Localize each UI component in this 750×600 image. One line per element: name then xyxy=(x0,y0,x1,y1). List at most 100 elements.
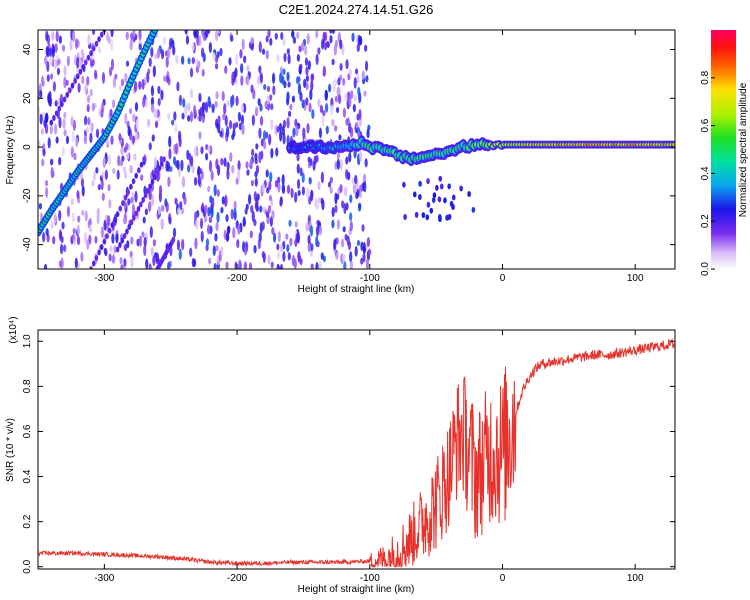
noise-cell xyxy=(125,142,129,151)
noise-cell xyxy=(108,199,112,209)
tail-cell xyxy=(437,196,442,203)
noise-cell xyxy=(267,30,271,38)
noise-cell xyxy=(277,231,281,243)
noise-cell xyxy=(181,238,185,251)
noise-cell xyxy=(348,122,352,134)
noise-cell xyxy=(91,58,95,67)
noise-cell xyxy=(105,31,110,42)
noise-cell xyxy=(104,248,108,257)
noise-cell xyxy=(289,237,293,247)
noise-cell xyxy=(225,214,229,223)
noise-cell xyxy=(223,157,227,167)
noise-cell xyxy=(110,58,115,71)
noise-cell xyxy=(259,205,263,213)
noise-cell xyxy=(336,158,340,170)
noise-cell xyxy=(43,263,48,269)
tail-cell xyxy=(421,212,426,219)
noise-cell xyxy=(200,230,204,243)
noise-cell xyxy=(258,41,262,53)
x-tick-label: 0 xyxy=(500,273,506,284)
y-tick-label: 0.4 xyxy=(22,469,33,483)
faint-line-cell xyxy=(125,228,129,235)
noise-cell xyxy=(172,227,177,238)
noise-cell xyxy=(337,94,342,105)
noise-cell xyxy=(357,203,362,212)
noise-cell xyxy=(268,181,272,191)
noise-cell xyxy=(217,122,221,134)
faint-line-cell xyxy=(97,36,101,43)
noise-cell xyxy=(198,131,202,140)
x-tick-label: -100 xyxy=(360,573,380,584)
noise-cell xyxy=(157,206,162,216)
noise-cell xyxy=(305,222,309,232)
noise-cell xyxy=(150,85,155,97)
noise-cell xyxy=(159,155,163,163)
noise-cell xyxy=(234,67,238,78)
noise-cell xyxy=(299,167,303,177)
noise-cell xyxy=(164,198,168,208)
noise-cell xyxy=(228,57,232,66)
noise-cell xyxy=(342,77,346,86)
noise-cell xyxy=(148,200,152,213)
noise-cell xyxy=(332,79,336,92)
noise-cell xyxy=(226,168,230,180)
noise-cell xyxy=(41,75,45,87)
noise-cell xyxy=(228,119,233,130)
noise-cell xyxy=(189,247,193,258)
noise-cell xyxy=(124,112,128,125)
noise-cell xyxy=(207,206,211,217)
noise-cell xyxy=(178,136,182,148)
noise-cell xyxy=(195,30,199,38)
noise-cell xyxy=(331,30,336,34)
faint-line-cell xyxy=(148,183,152,190)
noise-cell xyxy=(214,232,218,242)
noise-cell xyxy=(274,32,278,40)
faint-line-cell xyxy=(73,77,77,84)
noise-cell xyxy=(167,112,171,121)
noise-cell xyxy=(250,179,255,187)
noise-cell xyxy=(276,263,280,269)
noise-cell xyxy=(132,135,136,144)
noise-cell xyxy=(132,113,136,123)
tail-cell xyxy=(425,214,430,221)
noise-cell xyxy=(72,228,76,235)
noise-cell xyxy=(288,219,292,227)
noise-cell xyxy=(268,133,272,146)
noise-cell xyxy=(177,207,181,216)
faint-line-cell xyxy=(86,54,91,61)
noise-cell xyxy=(250,43,254,51)
y-tick-label: -40 xyxy=(22,237,33,252)
noise-cell xyxy=(71,212,75,223)
noise-cell xyxy=(217,115,221,125)
colorbar: 0.0 0.2 0.4 0.6 0.8 Normalized spectral ampl… xyxy=(700,30,749,276)
noise-cell xyxy=(101,192,105,202)
noise-cell xyxy=(100,178,104,191)
colorbar-tick-label: 0.8 xyxy=(700,70,711,84)
x-tick-label: 100 xyxy=(627,273,644,284)
noise-cell xyxy=(203,35,207,42)
snr-series-line xyxy=(38,337,675,569)
noise-cell xyxy=(150,194,155,207)
tail-cell xyxy=(445,214,450,221)
noise-cell xyxy=(236,239,240,249)
noise-cell xyxy=(310,263,314,269)
noise-cell xyxy=(168,135,172,148)
noise-cell xyxy=(189,110,194,123)
noise-cell xyxy=(219,47,223,57)
noise-cell xyxy=(354,174,358,185)
noise-cell xyxy=(110,39,114,52)
y-tick-label: -20 xyxy=(22,188,33,203)
noise-cell xyxy=(212,245,216,256)
noise-cell xyxy=(335,251,339,261)
noise-cell xyxy=(342,107,347,118)
spectrogram-y-axis: -40 -20 0 20 40 xyxy=(22,44,675,252)
noise-cell xyxy=(176,239,181,251)
noise-cell xyxy=(235,95,239,107)
noise-cell xyxy=(185,35,190,45)
noise-cell xyxy=(76,224,80,236)
noise-cell xyxy=(85,126,89,134)
noise-cell xyxy=(232,129,236,137)
noise-cell xyxy=(70,146,74,158)
noise-cell xyxy=(93,69,98,79)
noise-cell xyxy=(152,255,156,267)
